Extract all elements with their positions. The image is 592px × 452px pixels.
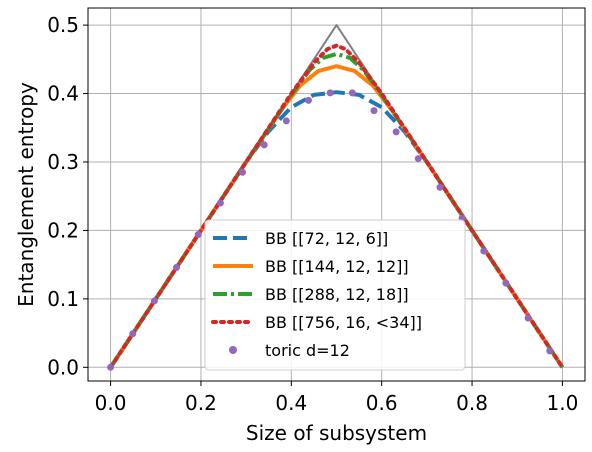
toric-marker: [480, 247, 488, 255]
toric-marker: [129, 330, 137, 338]
toric-marker: [414, 155, 422, 163]
legend-marker: [229, 346, 237, 354]
toric-marker: [107, 363, 115, 371]
y-tick-label: 0.1: [47, 287, 79, 311]
toric-marker: [370, 107, 378, 115]
legend-box: [204, 219, 466, 371]
toric-marker: [502, 279, 510, 287]
x-tick-label: 0.8: [456, 391, 488, 415]
y-tick-label: 0.4: [47, 82, 79, 106]
legend-entry: BB [[288, 12, 18]]: [265, 285, 409, 304]
y-tick-label: 0.5: [47, 13, 79, 37]
legend-entry: BB [[756, 16, <34]]: [265, 313, 422, 332]
y-tick-label: 0.0: [47, 355, 79, 379]
ticks: 0.0 0.2 0.4 0.6 0.8 1.0 0.0 0.1 0.2 0.3 0.4 0.5: [47, 13, 578, 415]
x-tick-label: 0.0: [95, 391, 127, 415]
x-tick-label: 0.6: [366, 391, 398, 415]
legend-entry: BB [[72, 12, 6]]: [265, 229, 388, 248]
toric-marker: [326, 89, 334, 97]
y-tick-label: 0.3: [47, 150, 79, 174]
y-tick-label: 0.2: [47, 218, 79, 242]
toric-marker: [194, 231, 202, 239]
toric-marker: [282, 117, 290, 125]
x-tick-label: 0.4: [275, 391, 307, 415]
toric-marker: [392, 128, 400, 136]
series-line: [108, 43, 565, 370]
toric-marker: [173, 263, 181, 271]
y-axis-label: Entanglement entropy: [14, 82, 38, 307]
toric-marker: [216, 199, 224, 207]
toric-marker: [260, 141, 268, 149]
legend-entry: toric d=12: [265, 341, 350, 360]
legend: BB [[72, 12, 6]] BB [[144, 12, 12]] BB [[2…: [204, 219, 466, 371]
toric-marker: [348, 89, 356, 97]
toric-marker: [436, 183, 444, 191]
series-layer: [107, 24, 565, 371]
toric-marker: [524, 314, 532, 322]
toric-marker: [150, 297, 158, 305]
toric-marker: [239, 168, 247, 176]
x-tick-label: 0.2: [185, 391, 217, 415]
legend-entry: BB [[144, 12, 12]]: [265, 257, 409, 276]
toric-marker: [546, 347, 554, 355]
plot-frame: [87, 7, 586, 382]
x-axis-label: Size of subsystem: [246, 421, 427, 445]
toric-marker: [304, 96, 312, 104]
x-tick-label: 1.0: [547, 391, 579, 415]
